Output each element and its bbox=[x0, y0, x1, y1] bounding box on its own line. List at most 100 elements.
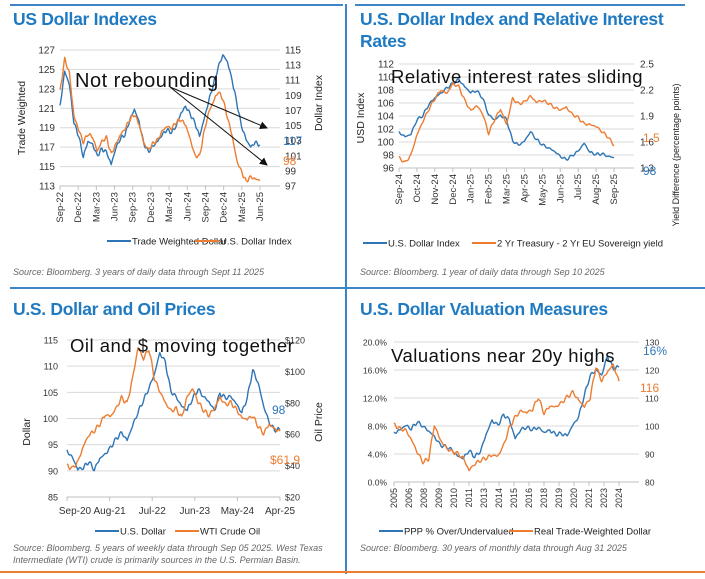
y-tick-label: 102 bbox=[377, 125, 394, 136]
y-tick-label: 100 bbox=[43, 414, 58, 424]
series-end-label: $61.9 bbox=[270, 453, 300, 467]
series-end-label: 98 bbox=[643, 164, 657, 178]
chart-dollar-relative-rates: 112 110 108 106 104 102 100 98 96 2.5 2.2 1.9 1.6 1.3… bbox=[355, 60, 681, 250]
y-tick-label: 119 bbox=[39, 123, 55, 134]
top-border-left bbox=[10, 4, 343, 6]
source-line1: Source: Bloomberg. 5 years of weekly dat… bbox=[13, 543, 323, 553]
panel-title-line2: Rates bbox=[360, 31, 407, 51]
y-tick-label: 16.0% bbox=[363, 366, 388, 376]
legend-label: U.S. Dollar Index bbox=[220, 237, 292, 248]
annotation-arrow bbox=[169, 86, 268, 129]
x-tick-label: Apr-25 bbox=[265, 506, 295, 517]
legend-label: U.S. Dollar Index bbox=[388, 239, 460, 250]
x-tick-label: 2024 bbox=[614, 488, 624, 508]
source-line2: Intermediate (WTI) crude is primarily so… bbox=[13, 555, 301, 565]
series-end-label: 16% bbox=[643, 344, 667, 358]
x-tick-label: Jan-25 bbox=[466, 174, 477, 203]
x-tick-label: Mar-25 bbox=[502, 174, 513, 204]
chart-annotation: Valuations near 20y highs bbox=[391, 345, 615, 366]
vertical-divider bbox=[345, 4, 347, 574]
y2-tick-label: 99 bbox=[285, 166, 297, 177]
x-tick-label: Sep-23 bbox=[128, 192, 139, 223]
y2-tick-label: 1.6 bbox=[640, 138, 654, 149]
source-note: Source: Bloomberg. 3 years of daily data… bbox=[13, 267, 264, 277]
y-tick-label: 8.0% bbox=[368, 422, 388, 432]
y-tick-label: 95 bbox=[48, 440, 58, 450]
x-tick-label: Sep-20 bbox=[59, 506, 92, 517]
legend-label: WTI Crude Oil bbox=[200, 527, 260, 538]
y2-tick-label: 113 bbox=[285, 61, 301, 72]
y2-tick-label: 1.3 bbox=[640, 164, 654, 175]
top-border-right bbox=[355, 4, 685, 6]
panel-title: U.S. Dollar Valuation Measures bbox=[360, 299, 608, 319]
legend-label: Real Trade-Weighted Dollar bbox=[534, 527, 651, 538]
series-line-orange bbox=[59, 56, 261, 183]
y-tick-label: 0.0% bbox=[368, 478, 388, 488]
y-tick-label: 100 bbox=[377, 138, 394, 149]
series-line-orange bbox=[66, 347, 281, 471]
y-tick-label: 85 bbox=[48, 493, 58, 503]
x-tick-label: Dec-24 bbox=[448, 174, 459, 205]
chart-dollar-oil: 115 110 105 100 95 90 85 $120 $100 $80 $60 $40 $20 Se… bbox=[21, 335, 325, 538]
x-tick-label: Aug-21 bbox=[93, 506, 126, 517]
y-tick-label: 4.0% bbox=[368, 450, 388, 460]
x-tick-label: Oct-24 bbox=[412, 174, 423, 203]
x-tick-label: 2020 bbox=[569, 488, 579, 508]
x-tick-label: Mar-24 bbox=[164, 192, 175, 222]
y2-tick-label: $60 bbox=[285, 430, 300, 440]
legend-label: Trade Weighted Dollar bbox=[132, 237, 227, 248]
source-note: Source: Bloomberg. 1 year of daily data … bbox=[360, 267, 605, 277]
x-tick-label: 2021 bbox=[584, 488, 594, 508]
y2-tick-label: 2.5 bbox=[640, 60, 654, 71]
x-tick-label: Jun-25 bbox=[255, 192, 266, 221]
x-tick-label: Apr-25 bbox=[519, 174, 530, 203]
y2-tick-label: 90 bbox=[645, 450, 655, 460]
x-tick-label: 2005 bbox=[389, 488, 399, 508]
y-tick-label: 127 bbox=[38, 46, 55, 57]
x-tick-label: May-24 bbox=[221, 506, 255, 517]
series-line-blue bbox=[66, 351, 281, 472]
y2-tick-label: 120 bbox=[645, 366, 659, 376]
x-tick-label: Dec-23 bbox=[146, 192, 157, 223]
y2-tick-label: 109 bbox=[285, 91, 302, 102]
series-end-label: 117 bbox=[283, 134, 302, 148]
y2-tick-label: 103 bbox=[285, 136, 302, 147]
y-tick-label: 110 bbox=[378, 73, 394, 84]
y-tick-label: 20.0% bbox=[363, 338, 388, 348]
y2-tick-label: 115 bbox=[285, 46, 301, 57]
y2-tick-label: 101 bbox=[285, 151, 302, 162]
x-tick-label: Sep-25 bbox=[609, 174, 620, 205]
y2-tick-label: $120 bbox=[285, 336, 305, 346]
y2-tick-label: $40 bbox=[285, 461, 300, 471]
y-tick-label: 90 bbox=[48, 466, 58, 476]
source-note: Source: Bloomberg. 30 years of monthly d… bbox=[360, 543, 627, 553]
x-tick-label: 2006 bbox=[404, 488, 414, 508]
chart-annotation: Oil and $ moving together bbox=[70, 335, 294, 356]
x-tick-label: Sep-24 bbox=[200, 192, 211, 223]
panel-title: US Dollar Indexes bbox=[13, 9, 157, 29]
series-end-label: 116 bbox=[640, 381, 659, 395]
y-tick-label: 112 bbox=[378, 60, 394, 71]
legend-label: PPP % Over/Undervalued bbox=[404, 527, 514, 538]
legend-label: 2 Yr Treasury - 2 Yr EU Sovereign yield bbox=[497, 239, 663, 250]
y-axis-title: Dollar bbox=[21, 418, 33, 446]
y-tick-label: 98 bbox=[383, 151, 395, 162]
x-tick-label: Sep-22 bbox=[55, 192, 66, 223]
y-tick-label: 115 bbox=[39, 162, 55, 173]
x-tick-label: 2015 bbox=[509, 488, 519, 508]
y2-tick-label: 100 bbox=[645, 422, 659, 432]
panel-title: U.S. Dollar and Oil Prices bbox=[13, 299, 216, 319]
x-tick-label: Sep-24 bbox=[394, 174, 405, 205]
x-tick-label: 2010 bbox=[449, 488, 459, 508]
legend-label: U.S. Dollar bbox=[120, 527, 166, 538]
series-line-orange bbox=[393, 363, 620, 472]
y-tick-label: 125 bbox=[38, 65, 55, 76]
y-tick-label: 121 bbox=[38, 104, 55, 115]
panel-title: U.S. Dollar Index and Relative Interest … bbox=[360, 8, 664, 52]
y2-tick-label: 80 bbox=[645, 478, 655, 488]
y-tick-label: 117 bbox=[39, 143, 55, 154]
y-axis-title: USD Index bbox=[355, 92, 367, 144]
y2-tick-label: 110 bbox=[645, 394, 659, 404]
x-tick-label: Aug-25 bbox=[591, 174, 602, 205]
y-tick-label: 105 bbox=[43, 388, 58, 398]
